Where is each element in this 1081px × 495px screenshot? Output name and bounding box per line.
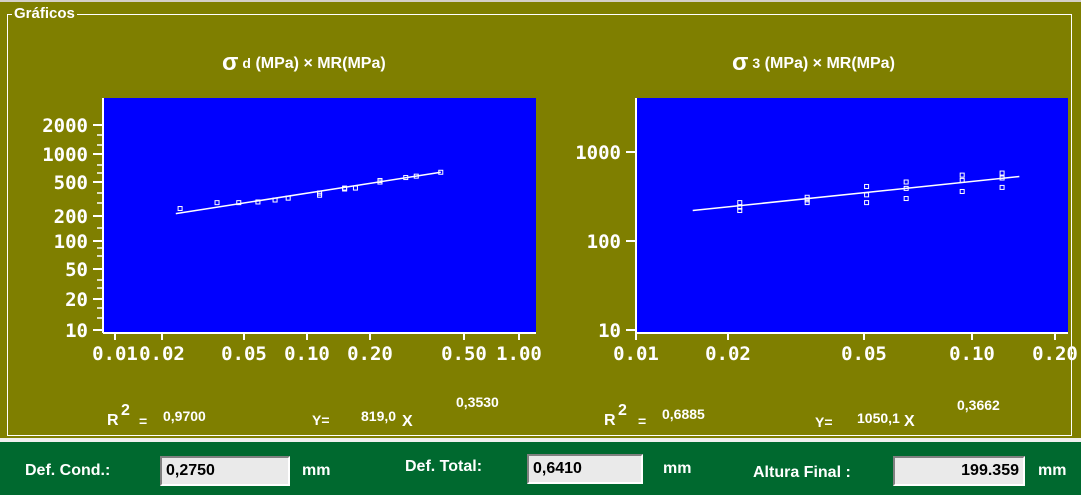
chart2-data-point	[999, 184, 1005, 190]
chart1-coefficient: 819,0	[361, 408, 397, 424]
chart1-r2-label: R	[107, 412, 119, 429]
def-cond-label: Def. Cond.:	[25, 462, 111, 479]
chart1-data-point	[377, 177, 383, 183]
chart1-y-label: Y=	[312, 412, 330, 428]
altura-final-label: Altura Final :	[753, 464, 851, 481]
chart1-y-tick-label: 10	[65, 320, 88, 342]
chart1-y-tick-label: 2000	[42, 115, 88, 137]
chart2-data-point	[959, 177, 965, 183]
chart2-coefficient: 1050,1	[857, 410, 900, 426]
chart2-data-point	[804, 200, 810, 206]
chart2-plot: 1000 100 100.01 0.02 0.05 0.10 0.20	[575, 98, 1078, 365]
chart2-y-tick-label: 1000	[575, 142, 621, 164]
chart1-y-tick-label: 200	[54, 206, 88, 228]
chart1-data-point	[342, 185, 348, 191]
chart2-r2-equals: =	[638, 413, 647, 429]
def-cond-field[interactable]: 0,2750	[160, 456, 290, 486]
chart1-data-point	[438, 169, 444, 175]
chart2-data-point	[959, 172, 965, 178]
def-total-field[interactable]: 0,6410	[527, 454, 643, 484]
chart1-y-tick-label: 1000	[42, 144, 88, 166]
chart2-x-tick-label: 0.20	[1032, 343, 1078, 365]
chart1-title-subscript: d	[242, 55, 251, 71]
chart1-data-point	[214, 200, 220, 206]
chart2-data-point	[804, 194, 810, 200]
chart1-data-point	[317, 192, 323, 198]
chart2-exponent: 0,3662	[957, 397, 1000, 413]
chart1-data-point	[272, 197, 278, 203]
bottom-divider	[0, 438, 1081, 442]
chart2-x-symbol: X	[904, 413, 915, 430]
def-total-unit: mm	[663, 460, 692, 477]
chart2-data-point	[737, 200, 743, 206]
chart2-y-tick-label: 10	[598, 320, 621, 342]
chart1-data-point	[403, 175, 409, 181]
chart1-data-point	[413, 173, 419, 179]
chart2-data-point	[737, 208, 743, 214]
chart2-r2-label: R	[604, 412, 616, 429]
chart1-x-tick-label: 0.20	[347, 343, 393, 365]
chart2-fit-line	[692, 175, 1020, 212]
chart1-data-point	[255, 199, 261, 205]
chart1-data-point	[236, 200, 242, 206]
chart2-x-tick-label: 0.05	[841, 343, 887, 365]
window-top-edge	[0, 0, 1081, 2]
chart1-title-symbol: σ	[222, 49, 239, 76]
altura-final-unit: mm	[1038, 462, 1067, 479]
chart2-data-point	[903, 196, 909, 202]
chart2-r2-value: 0,6885	[662, 406, 705, 422]
chart2-data-point	[999, 170, 1005, 176]
graphs-groupbox	[7, 14, 1072, 436]
chart1-y-tick-label: 50	[65, 259, 88, 281]
chart1-data-point	[352, 185, 358, 191]
groupbox-title: Gráficos	[12, 5, 77, 22]
chart2-title-subscript: 3	[752, 55, 761, 71]
status-bar: Def. Cond.: 0,2750 mm Def. Total: 0,6410…	[0, 442, 1081, 495]
chart1-x-tick-label: 0.50	[441, 343, 487, 365]
chart2-plot-area	[636, 98, 1068, 333]
chart2-data-point	[737, 204, 743, 210]
chart2-x-tick-label: 0.01	[613, 343, 659, 365]
altura-final-field[interactable]: 199.359	[893, 456, 1025, 486]
chart2-data-point	[903, 185, 909, 191]
chart1-r2-value: 0,9700	[163, 408, 206, 424]
chart1-fit-line	[175, 171, 441, 215]
chart1-x-symbol: X	[402, 413, 413, 430]
chart2-y-tick-label: 100	[587, 231, 621, 253]
chart2-x-tick-label: 0.10	[949, 343, 995, 365]
chart2-data-point	[999, 175, 1005, 181]
chart1-exponent: 0,3530	[456, 394, 499, 410]
chart1-plot-area	[103, 98, 536, 333]
chart2-data-point	[864, 192, 870, 198]
chart1-y-tick-label: 500	[54, 172, 88, 194]
chart2-title-symbol: σ	[732, 49, 749, 76]
chart1-title-text: (MPa) × MR(MPa)	[255, 55, 386, 72]
chart1-y-tick-label: 100	[54, 231, 88, 253]
chart1-r2-equals: =	[139, 413, 148, 429]
chart1-x-tick-label: 0.01	[92, 343, 138, 365]
chart1-data-point	[285, 195, 291, 201]
chart1-x-tick-label: 0.10	[284, 343, 330, 365]
chart1-plot: 2000 1000 500 200 100 50 20 100.01 0.02 0.05 0.10 0…	[42, 98, 542, 365]
chart2-data-point	[903, 179, 909, 185]
chart2-data-point	[864, 200, 870, 206]
chart2-x-tick-label: 0.02	[705, 343, 751, 365]
chart1-data-point	[177, 206, 183, 212]
chart2-data-point	[959, 188, 965, 194]
chart1-y-tick-label: 20	[65, 289, 88, 311]
chart1-x-tick-label: 1.00	[496, 343, 542, 365]
chart2-data-point	[864, 183, 870, 189]
chart1-x-tick-label: 0.05	[221, 343, 267, 365]
def-total-label: Def. Total:	[405, 458, 483, 475]
chart2-y-label: Y=	[815, 414, 833, 430]
chart2-r2-superscript: 2	[618, 402, 627, 419]
chart2-title-text: (MPa) × MR(MPa)	[764, 55, 895, 72]
chart1-x-tick-label: 0.02	[139, 343, 185, 365]
chart1-r2-superscript: 2	[121, 402, 130, 419]
def-cond-unit: mm	[302, 462, 331, 479]
chart2-data-point	[804, 197, 810, 203]
